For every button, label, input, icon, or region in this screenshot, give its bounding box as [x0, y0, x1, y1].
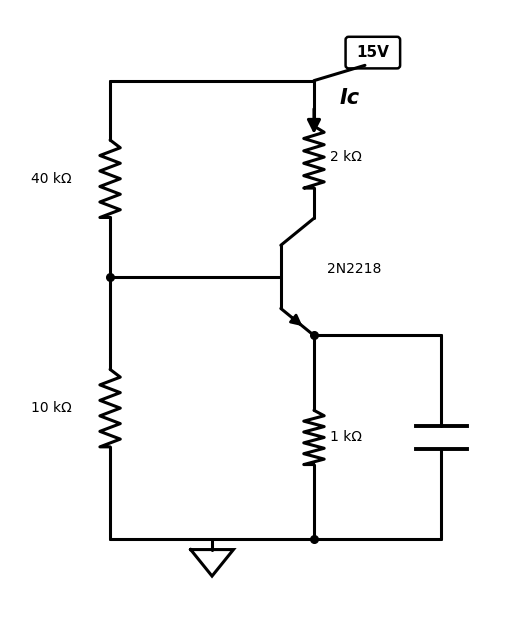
Text: 10 kΩ: 10 kΩ — [31, 401, 72, 415]
FancyBboxPatch shape — [346, 37, 400, 68]
Text: Ic: Ic — [339, 89, 360, 108]
Text: 2N2218: 2N2218 — [327, 262, 381, 277]
Text: 2 kΩ: 2 kΩ — [330, 150, 362, 164]
Text: 15V: 15V — [357, 45, 389, 60]
Text: 1 kΩ: 1 kΩ — [330, 430, 362, 445]
Text: 40 kΩ: 40 kΩ — [31, 172, 72, 186]
